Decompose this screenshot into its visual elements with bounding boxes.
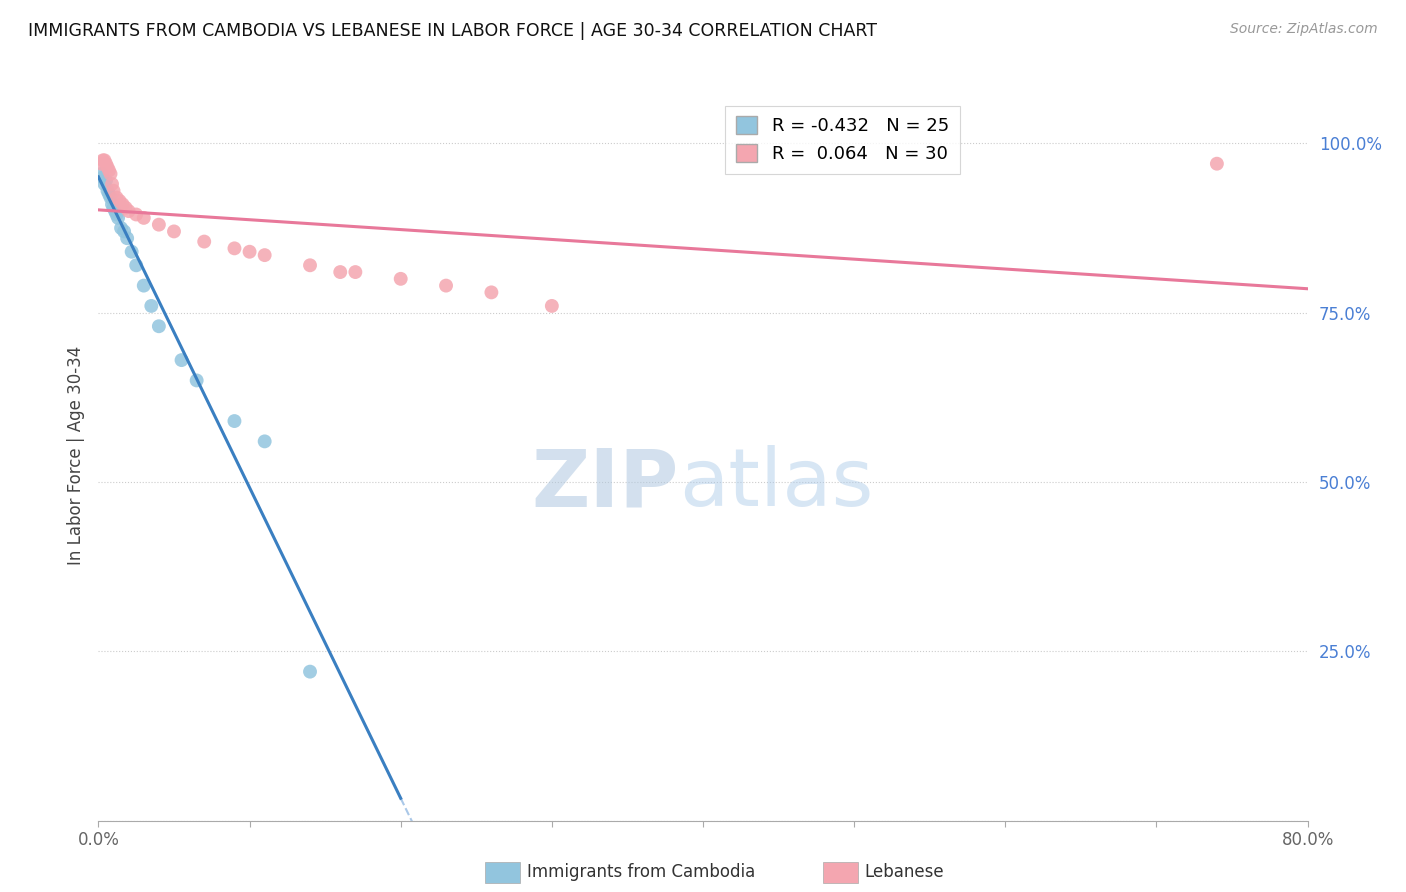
Point	[239, 244, 262, 259]
Point	[91, 153, 114, 168]
Point	[1206, 157, 1229, 171]
Point	[118, 204, 141, 219]
Point	[93, 153, 115, 168]
Point	[100, 167, 122, 181]
Point	[540, 299, 562, 313]
Point	[93, 177, 115, 191]
Point	[104, 204, 127, 219]
Point	[101, 177, 124, 191]
Point	[193, 235, 215, 249]
Text: Immigrants from Cambodia: Immigrants from Cambodia	[527, 863, 755, 881]
Text: ZIP: ZIP	[531, 445, 679, 524]
Point	[121, 244, 143, 259]
Text: Lebanese: Lebanese	[865, 863, 945, 881]
Point	[115, 231, 138, 245]
Point	[299, 665, 322, 679]
Text: IMMIGRANTS FROM CAMBODIA VS LEBANESE IN LABOR FORCE | AGE 30-34 CORRELATION CHAR: IMMIGRANTS FROM CAMBODIA VS LEBANESE IN …	[28, 22, 877, 40]
Point	[132, 211, 155, 225]
Point	[98, 163, 121, 178]
Point	[253, 248, 276, 262]
Point	[112, 224, 135, 238]
Point	[224, 414, 246, 428]
Point	[91, 170, 114, 185]
Point	[186, 373, 208, 387]
Point	[125, 258, 148, 272]
Point	[163, 224, 186, 238]
Point	[299, 258, 322, 272]
Text: atlas: atlas	[679, 445, 873, 524]
Point	[141, 299, 163, 313]
Point	[329, 265, 352, 279]
Point	[101, 197, 124, 211]
Point	[107, 211, 129, 225]
Point	[148, 319, 170, 334]
Point	[108, 194, 131, 208]
Point	[110, 221, 132, 235]
Y-axis label: In Labor Force | Age 30-34: In Labor Force | Age 30-34	[66, 345, 84, 565]
Point	[114, 201, 136, 215]
Point	[103, 201, 125, 215]
Point	[90, 167, 112, 181]
Text: Source: ZipAtlas.com: Source: ZipAtlas.com	[1230, 22, 1378, 37]
Point	[253, 434, 276, 449]
Point	[125, 207, 148, 221]
Point	[132, 278, 155, 293]
Point	[148, 218, 170, 232]
Point	[481, 285, 503, 300]
Point	[94, 174, 117, 188]
Point	[94, 157, 117, 171]
Point	[434, 278, 457, 293]
Point	[103, 184, 125, 198]
Point	[100, 190, 122, 204]
Point	[105, 207, 128, 221]
Point	[105, 190, 128, 204]
Point	[98, 187, 121, 202]
Point	[170, 353, 193, 368]
Point	[224, 241, 246, 255]
Point	[344, 265, 367, 279]
Point	[96, 184, 118, 198]
Point	[90, 157, 112, 171]
Point	[96, 160, 118, 174]
Point	[389, 272, 412, 286]
Point	[111, 197, 134, 211]
Legend: R = -0.432   N = 25, R =  0.064   N = 30: R = -0.432 N = 25, R = 0.064 N = 30	[725, 105, 960, 174]
